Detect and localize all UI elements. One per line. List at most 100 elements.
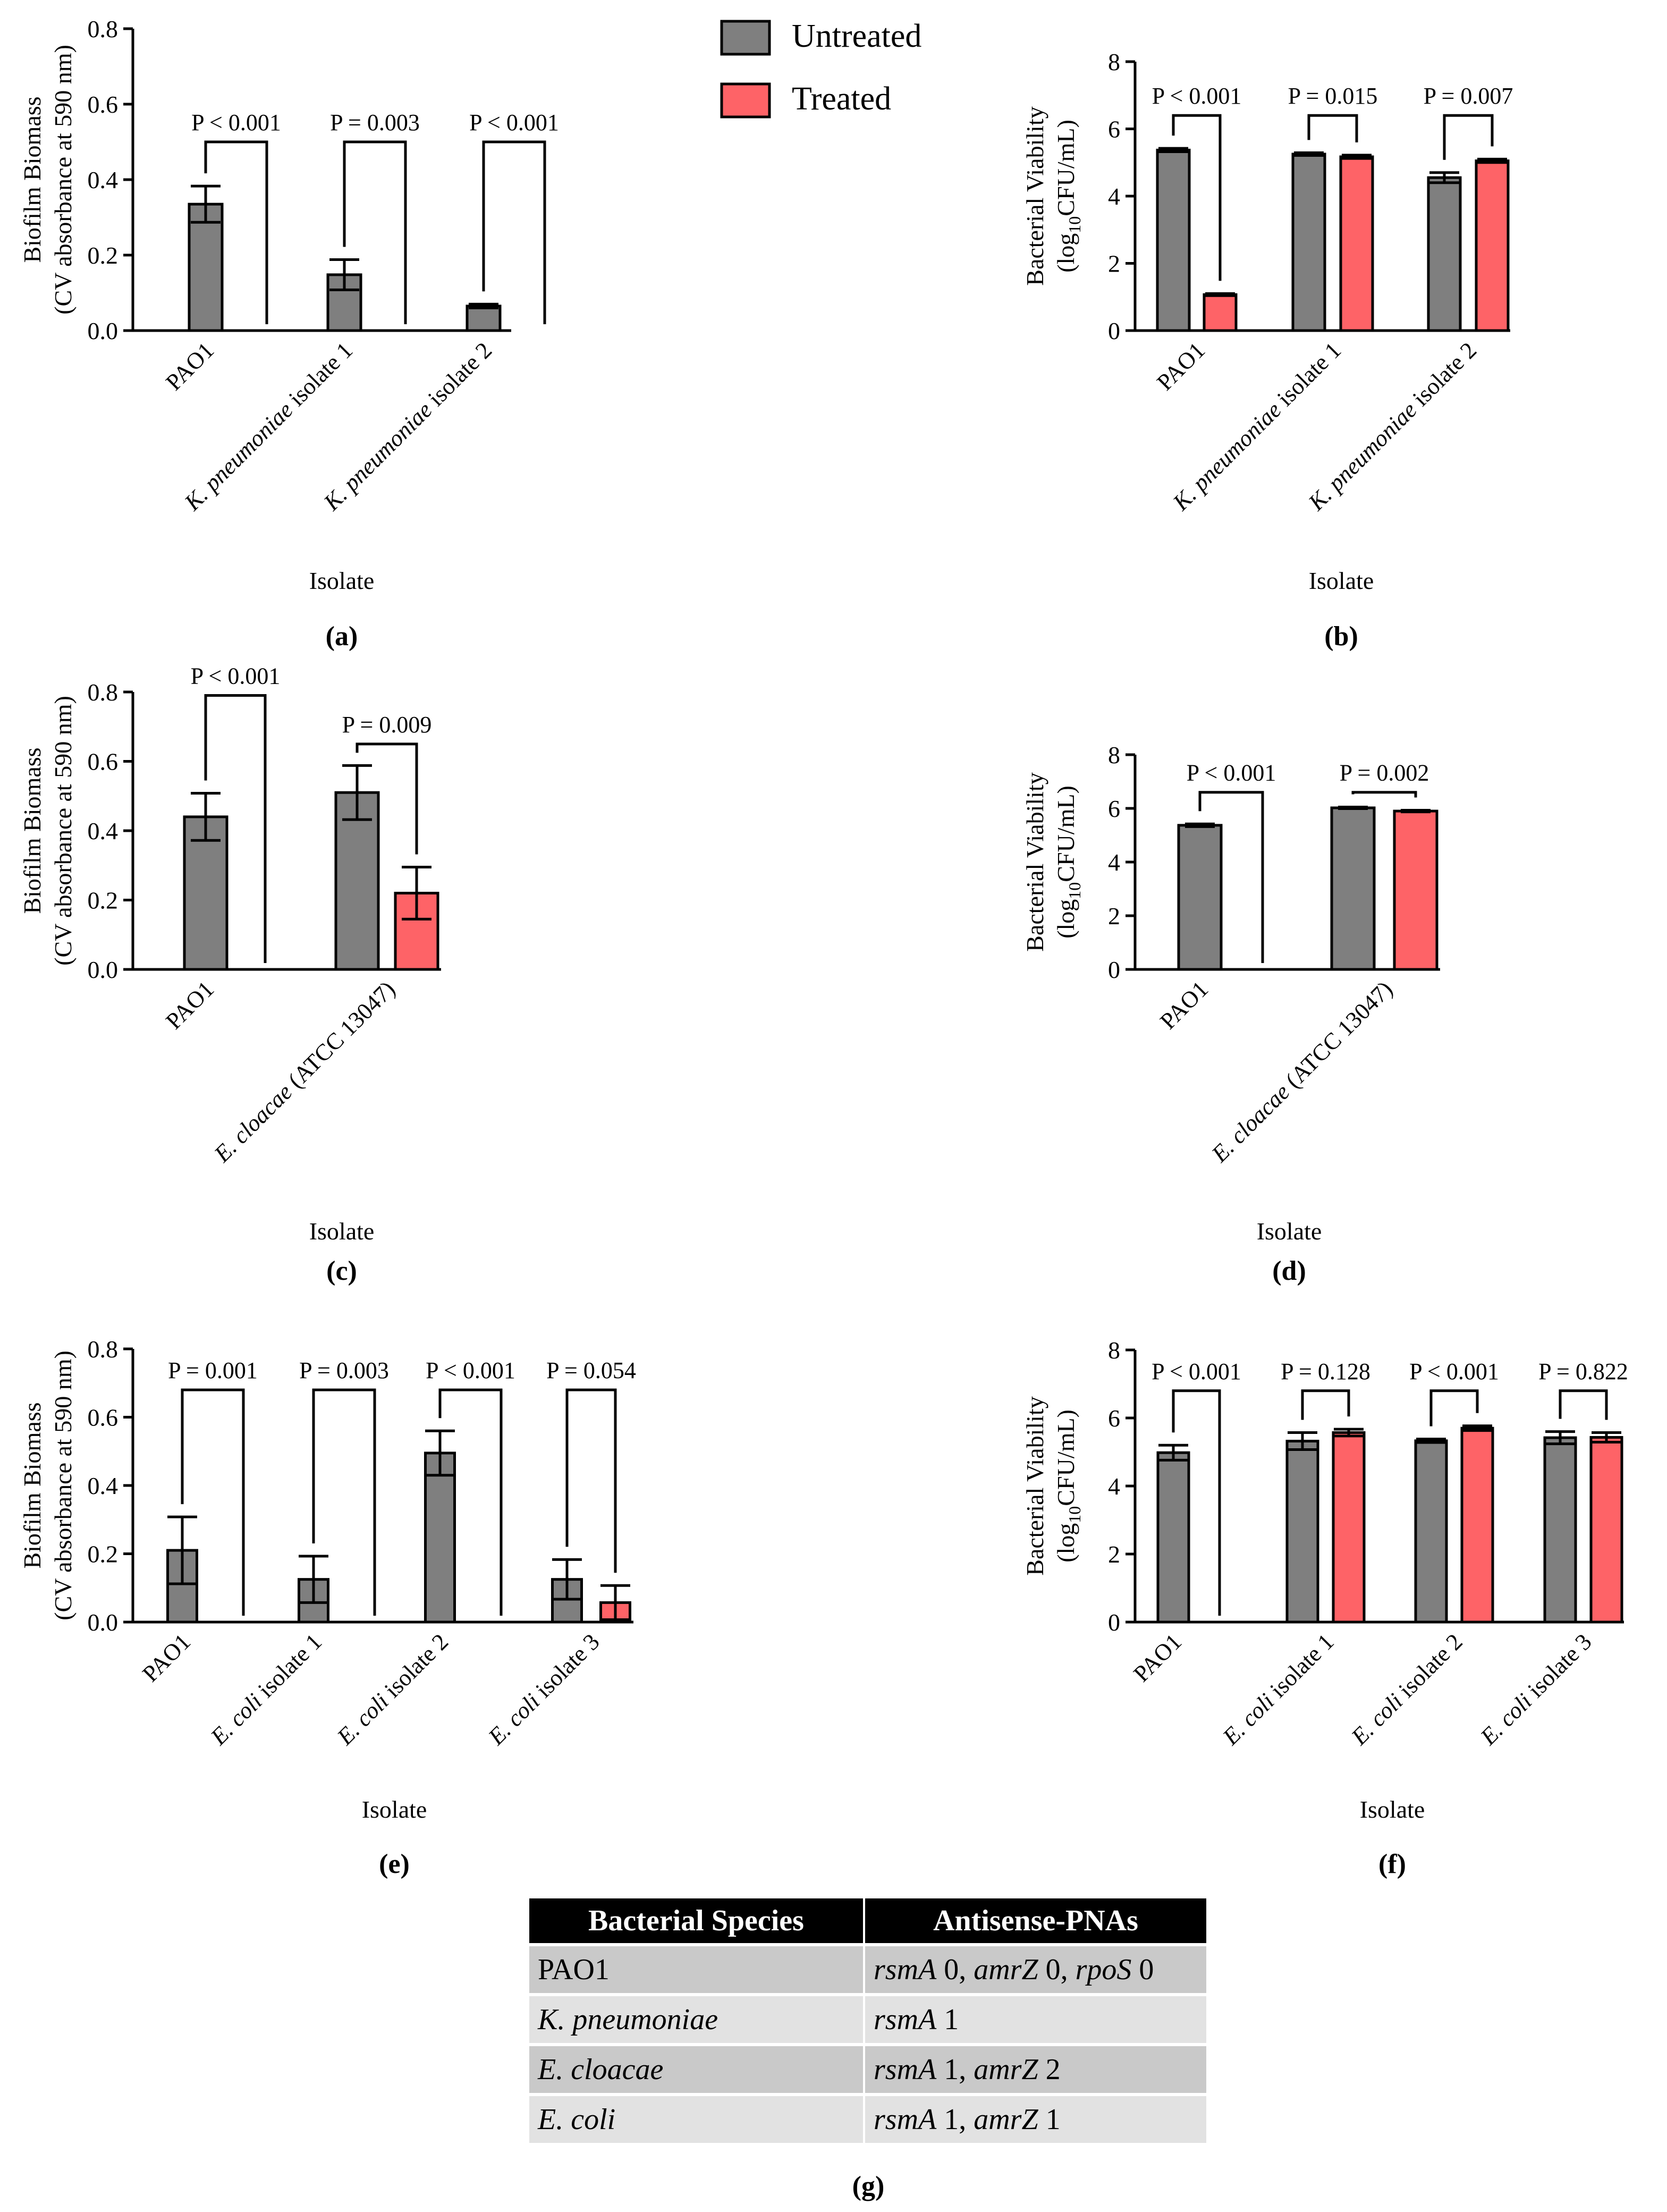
p-value-label: P < 0.001 xyxy=(1152,1358,1241,1384)
bar-untreated xyxy=(424,1451,456,1624)
p-value-label: P = 0.007 xyxy=(1424,83,1513,109)
cell-text: PAO1 xyxy=(538,1953,610,1986)
tick-label-part: (ATCC 13047) xyxy=(1276,976,1398,1097)
cell-text: rpoS xyxy=(1075,1953,1132,1986)
y-tick-label: 4 xyxy=(1108,183,1120,210)
cell-text: E. coli xyxy=(538,2103,616,2136)
tick-label-part: isolate 2 xyxy=(375,1628,453,1707)
chart-panel-b: 0 2 4 6 8 Bacterial Viability (log10CFU/mL) P <… xyxy=(1021,48,1513,652)
bar-treated xyxy=(1589,1436,1623,1624)
bar-treated xyxy=(1393,809,1438,971)
x-tick-label: E. coli isolate 2 xyxy=(332,1628,453,1750)
panel-label: (f) xyxy=(1378,1849,1406,1879)
y-tick-label: 0 xyxy=(1108,317,1120,344)
tick-label-part: PAO1 xyxy=(1128,1628,1187,1687)
y-axis-sublabel: (CV absorbance at 590 nm) xyxy=(49,696,77,966)
y-axis-sublabel-subscript: 10 xyxy=(1065,216,1084,233)
bar-untreated xyxy=(1414,1439,1448,1624)
table-header-pnas: Antisense-PNAs xyxy=(865,1898,1206,1943)
tick-label-part: isolate 3 xyxy=(1519,1628,1597,1707)
p-value-label: P = 0.001 xyxy=(168,1357,258,1383)
table-cell-species: PAO1 xyxy=(529,1946,865,1993)
legend-swatch xyxy=(720,82,771,119)
x-tick-label: E. coli isolate 1 xyxy=(205,1628,327,1750)
p-value-label: P = 0.822 xyxy=(1538,1358,1628,1384)
significance-bracket xyxy=(1559,1389,1608,1420)
cell-text: 0, xyxy=(1038,1953,1076,1986)
p-value-label: P = 0.054 xyxy=(546,1357,636,1383)
y-axis-sublabel-part: CFU/mL) xyxy=(1052,786,1079,882)
y-axis-sublabel-subscript: 10 xyxy=(1065,1506,1084,1523)
y-tick-label: 8 xyxy=(1108,1337,1120,1364)
cell-text: rsmA xyxy=(874,2053,937,2086)
bar-untreated xyxy=(1177,824,1223,971)
p-value-label: P = 0.128 xyxy=(1281,1358,1370,1384)
x-tick-label: PAO1 xyxy=(1128,1628,1187,1687)
y-axis-sublabel-part: (log xyxy=(1052,233,1079,273)
cell-text: 1 xyxy=(936,2003,959,2036)
bar-untreated xyxy=(1427,176,1462,332)
y-axis-label: Bacterial Viability xyxy=(1021,1396,1048,1575)
cell-text: amrZ xyxy=(974,1953,1038,1986)
table-cell-species: E. coli xyxy=(529,2096,865,2143)
y-tick-label: 0.0 xyxy=(88,1609,119,1636)
y-tick-label: 2 xyxy=(1108,250,1120,277)
legend-swatch xyxy=(720,20,771,56)
cell-text: rsmA xyxy=(874,1953,937,1986)
y-axis-sublabel-part: (log xyxy=(1052,899,1079,939)
y-axis-label: Bacterial Viability xyxy=(1021,772,1048,951)
x-tick-label: E. cloacae (ATCC 13047) xyxy=(1206,976,1398,1167)
x-tick-label: E. coli isolate 3 xyxy=(483,1628,605,1750)
y-tick-label: 0 xyxy=(1108,1609,1120,1636)
tick-label-part: isolate 1 xyxy=(1268,337,1346,415)
bar-treated xyxy=(1460,1426,1494,1624)
p-value-label: P = 0.009 xyxy=(342,712,432,738)
y-tick-label: 0 xyxy=(1108,956,1120,983)
p-value-label: P < 0.001 xyxy=(1187,760,1276,786)
x-tick-label: PAO1 xyxy=(137,1628,196,1687)
p-value-label: P < 0.001 xyxy=(1409,1358,1499,1384)
cell-text: 2 xyxy=(1038,2053,1061,2086)
table-row: E. coli rsmA 1, amrZ 1 xyxy=(529,2096,1206,2143)
y-axis-sublabel: (CV absorbance at 590 nm) xyxy=(49,45,77,315)
significance-bracket xyxy=(1307,114,1358,142)
tick-label-part: PAO1 xyxy=(137,1628,196,1687)
cell-text: 1, xyxy=(936,2053,974,2086)
bar-treated xyxy=(1203,293,1238,332)
bar-untreated xyxy=(334,791,380,971)
y-axis-label: Bacterial Viability xyxy=(1021,106,1048,285)
cell-text: 1 xyxy=(1038,2103,1061,2136)
x-axis-label: Isolate xyxy=(309,567,375,594)
bar-untreated xyxy=(1543,1436,1577,1624)
significance-bracket xyxy=(312,1388,376,1616)
y-tick-label: 8 xyxy=(1108,48,1120,75)
significance-bracket xyxy=(1429,1389,1479,1426)
bar-untreated xyxy=(1330,806,1376,971)
table-cell-pnas: rsmA 1, amrZ 2 xyxy=(865,2046,1206,2093)
panel-label: (c) xyxy=(326,1256,357,1286)
panel-label-table: (g) xyxy=(852,2171,885,2201)
cell-text: amrZ xyxy=(974,2103,1038,2136)
tick-label-part: PAO1 xyxy=(160,337,219,395)
p-value-label: P = 0.002 xyxy=(1340,760,1429,786)
table-cell-pnas: rsmA 1 xyxy=(865,1996,1206,2043)
significance-bracket xyxy=(482,140,546,324)
x-tick-label: E. cloacae (ATCC 13047) xyxy=(209,976,400,1167)
p-value-label: P = 0.003 xyxy=(330,109,420,136)
y-axis-sublabel: (log10CFU/mL) xyxy=(1052,1409,1084,1563)
x-axis-label: Isolate xyxy=(1309,567,1374,594)
tick-label-part: (ATCC 13047) xyxy=(279,976,400,1097)
significance-bracket xyxy=(204,694,267,963)
chart-panel-d: 0 2 4 6 8 Bacterial Viability (log10CFU/mL) P <… xyxy=(1021,741,1440,1286)
significance-bracket xyxy=(204,140,268,324)
tick-label-part: PAO1 xyxy=(1155,976,1213,1034)
cell-text: rsmA xyxy=(874,2003,937,2036)
antisense-pna-table: Bacterial Species Antisense-PNAs PAO1 rs… xyxy=(529,1895,1206,2146)
y-tick-label: 2 xyxy=(1108,1541,1120,1568)
y-tick-label: 2 xyxy=(1108,902,1120,930)
table-cell-species: K. pneumoniae xyxy=(529,1996,865,2043)
y-tick-label: 4 xyxy=(1108,1473,1120,1500)
table-cell-pnas: rsmA 1, amrZ 1 xyxy=(865,2096,1206,2143)
chart-panel-a: 0.0 0.2 0.4 0.6 0.8 Biofilm Biomass (CV absorb… xyxy=(19,15,559,652)
